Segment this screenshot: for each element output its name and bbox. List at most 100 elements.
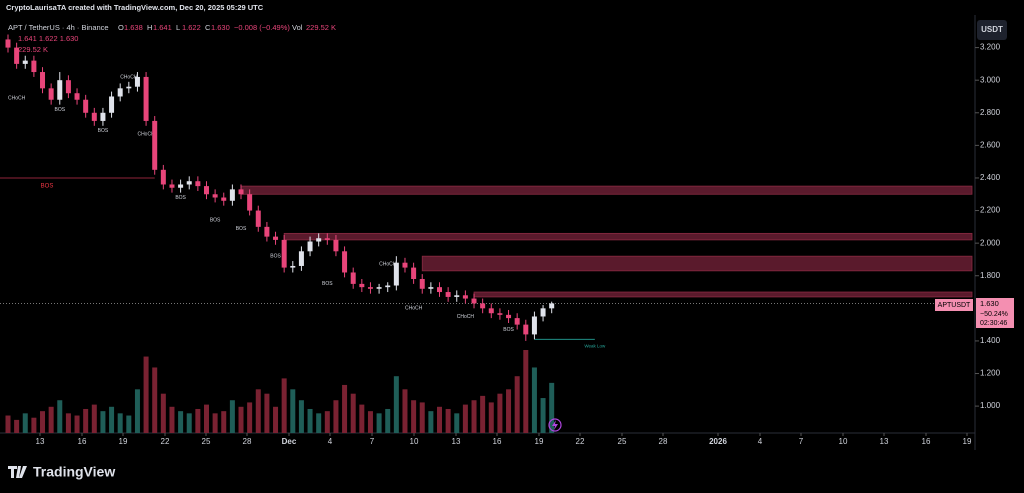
candle-body xyxy=(264,226,270,237)
supply-zone xyxy=(473,291,973,298)
volume-bar xyxy=(462,404,468,433)
candle-body xyxy=(376,287,382,289)
volume-bar xyxy=(229,400,235,433)
x-tick-label: 10 xyxy=(410,437,419,446)
volume-bar xyxy=(316,413,322,433)
volume-bar xyxy=(186,413,192,433)
volume-bar xyxy=(376,413,382,433)
candle-body xyxy=(298,251,304,266)
x-tick-label: 22 xyxy=(161,437,170,446)
total-change: −50.24% xyxy=(980,311,1008,318)
candle-body xyxy=(393,262,399,286)
candle-body xyxy=(428,287,434,289)
volume-bar xyxy=(134,389,140,433)
candle-body xyxy=(445,292,451,297)
y-tick-label: 1.000 xyxy=(980,401,1001,410)
y-tick-label: 3.200 xyxy=(980,43,1001,52)
volume-bar xyxy=(367,411,373,433)
structure-label: BOS xyxy=(98,128,109,134)
volume-bar xyxy=(91,404,97,433)
volume-bar xyxy=(454,413,460,433)
x-tick-label: 22 xyxy=(576,437,585,446)
x-tick-label: 19 xyxy=(535,437,544,446)
candle-body xyxy=(186,181,192,185)
volume-bar xyxy=(40,411,46,433)
y-tick-label: 1.400 xyxy=(980,336,1001,345)
candle-body xyxy=(402,262,408,268)
x-tick-label: Dec xyxy=(282,437,297,446)
candle-body xyxy=(506,314,512,319)
candle-body xyxy=(540,308,546,317)
candle-body xyxy=(471,298,477,304)
volume-bar xyxy=(437,406,442,433)
ohlc-label: H xyxy=(147,23,152,32)
symbol-tag: APTUSDT xyxy=(938,302,971,309)
volume-bar xyxy=(238,406,244,433)
candle-body xyxy=(411,267,417,279)
x-tick-label: 13 xyxy=(880,437,889,446)
currency: USDT xyxy=(981,25,1003,34)
volume-bar xyxy=(471,400,477,433)
candle-body xyxy=(531,316,537,335)
candle-body xyxy=(14,47,20,64)
price-label: APTUSDT 1.630 −50.24% 02:30:46 xyxy=(935,298,1014,328)
volume-bar xyxy=(385,408,391,433)
volume-bar xyxy=(109,406,115,433)
x-tick-label: 7 xyxy=(370,437,375,446)
volume-bar xyxy=(290,389,296,433)
brand: TradingView xyxy=(8,464,115,480)
volume-bar xyxy=(402,389,408,433)
replay-icon[interactable] xyxy=(548,418,562,432)
volume-bar xyxy=(83,408,89,433)
volume-bar xyxy=(22,413,28,433)
ohlc-value: 1.641 xyxy=(153,23,172,32)
x-tick-label: 25 xyxy=(202,437,211,446)
volume-bar xyxy=(14,419,20,433)
structure-label: CHoCH xyxy=(405,306,423,312)
y-tick-label: 2.000 xyxy=(980,238,1001,247)
candle-body xyxy=(549,303,555,309)
price-box xyxy=(976,298,1014,328)
row3: 229.52 K xyxy=(18,45,48,54)
bos-label: BOS xyxy=(41,184,54,190)
candle-body xyxy=(385,285,391,288)
volume-bar xyxy=(497,393,503,433)
supply-zone xyxy=(421,255,973,272)
icon-ring[interactable] xyxy=(548,418,562,432)
volume-bar xyxy=(255,389,261,433)
candle-body xyxy=(488,308,494,314)
volume-bar xyxy=(169,406,175,433)
structure-label: BOS xyxy=(54,107,65,113)
volume-bar xyxy=(48,406,54,433)
candle-body xyxy=(255,210,261,227)
candle-body xyxy=(160,169,166,185)
icon-bolt[interactable] xyxy=(552,420,558,430)
volume-bar xyxy=(264,393,270,433)
candle-body xyxy=(367,287,373,289)
volume-bar xyxy=(523,350,529,433)
candle-body xyxy=(247,194,253,211)
candle-body xyxy=(454,295,460,297)
volume-bar xyxy=(273,406,279,433)
structure-label: CHoCH xyxy=(120,74,138,80)
candle-body xyxy=(169,184,175,188)
row2: 1.641 1.622 1.630 xyxy=(18,34,78,43)
candle-body xyxy=(117,88,123,97)
volume-bar xyxy=(57,400,63,433)
currency-box xyxy=(977,20,1007,40)
volume-bar xyxy=(480,395,486,433)
y-tick-label: 2.800 xyxy=(980,108,1001,117)
y-tick-label: 1.800 xyxy=(980,271,1001,280)
last-price: 1.630 xyxy=(980,299,999,308)
candle-body xyxy=(195,181,201,187)
brand-name: TradingView xyxy=(33,464,115,480)
weak-low-label: Weak Low xyxy=(584,343,606,348)
volume-bar xyxy=(160,393,166,433)
volume-bar xyxy=(428,411,434,433)
x-tick-label: 19 xyxy=(963,437,972,446)
candle-body xyxy=(74,93,80,100)
candle-body xyxy=(523,324,529,335)
change: −0.008 (−0.49%) xyxy=(234,23,290,32)
x-tick-label: 28 xyxy=(659,437,668,446)
